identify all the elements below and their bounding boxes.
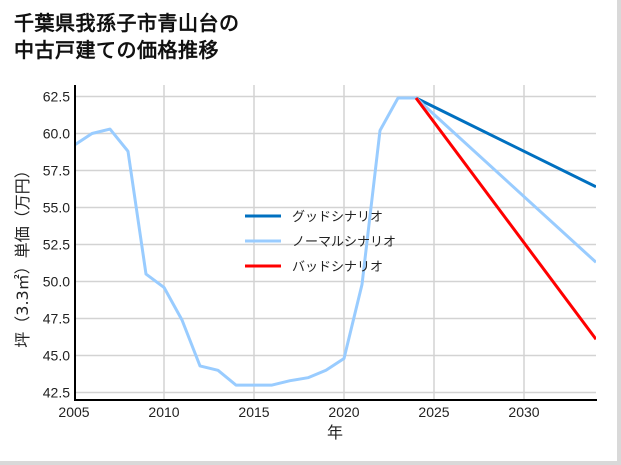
x-axis-label: 年	[327, 423, 343, 442]
axes	[74, 85, 597, 401]
y-tick-label: 60.0	[43, 126, 70, 142]
legend-label: バッドシナリオ	[292, 260, 383, 275]
chart-title-line-1: 千葉県我孫子市青山台の	[14, 11, 240, 35]
y-axis-label: 坪（3.3㎡）単価（万円）	[13, 162, 32, 347]
y-tick-label: 50.0	[43, 274, 70, 290]
x-tick-label: 2015	[238, 404, 269, 420]
y-tick-label: 62.5	[43, 89, 70, 105]
y-tick-label: 47.5	[43, 311, 70, 327]
x-tick-label: 2020	[328, 404, 359, 420]
y-tick-labels: 62.5 60.0 57.5 55.0 52.5 50.0 47.5 45.0 42.5	[43, 89, 70, 401]
x-tick-label: 2005	[58, 404, 89, 420]
chart-title: 千葉県我孫子市青山台の 中古戸建ての価格推移	[14, 10, 240, 64]
series-line	[75, 96, 596, 387]
y-tick-label: 45.0	[43, 348, 70, 364]
y-tick-label: 42.5	[43, 385, 70, 401]
legend-label: グッドシナリオ	[292, 210, 383, 225]
x-tick-labels: 2005 2010 2015 2020 2025 2030	[58, 404, 539, 420]
x-tick-label: 2010	[148, 404, 179, 420]
chart-title-line-2: 中古戸建ての価格推移	[14, 38, 219, 62]
legend-label: ノーマルシナリオ	[292, 235, 396, 250]
y-tick-label: 55.0	[43, 200, 70, 216]
grid-lines	[75, 85, 596, 400]
x-tick-label: 2030	[508, 404, 539, 420]
series-line	[414, 97, 596, 341]
series-lines	[75, 96, 596, 387]
x-tick-label: 2025	[418, 404, 449, 420]
y-tick-label: 57.5	[43, 163, 70, 179]
series-line	[415, 96, 596, 189]
y-tick-label: 52.5	[43, 237, 70, 253]
